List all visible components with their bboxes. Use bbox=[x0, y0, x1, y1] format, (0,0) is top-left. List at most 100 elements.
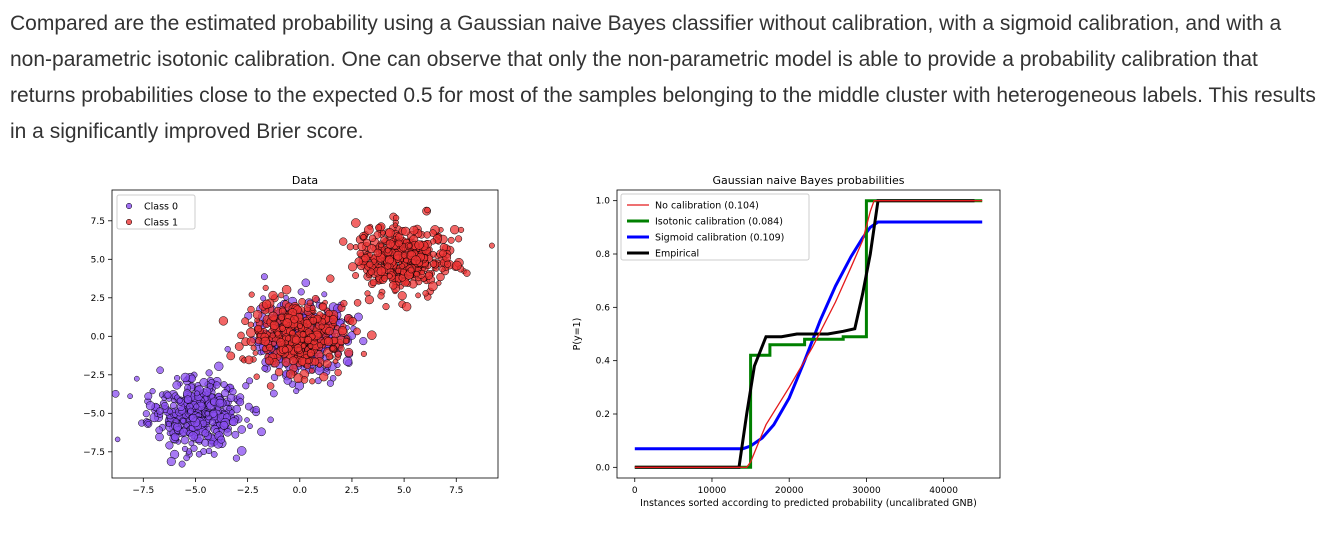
data-point bbox=[244, 355, 254, 365]
data-point bbox=[382, 303, 390, 311]
legend-label: Empirical bbox=[655, 249, 699, 260]
data-point bbox=[166, 408, 173, 415]
data-point bbox=[340, 299, 348, 307]
data-point bbox=[215, 398, 225, 408]
data-point bbox=[400, 252, 408, 259]
data-point bbox=[173, 422, 182, 432]
data-point bbox=[399, 263, 406, 270]
data-point bbox=[223, 428, 232, 437]
legend: No calibration (0.104) Isotonic calibrati… bbox=[620, 193, 810, 261]
data-point bbox=[112, 389, 120, 398]
data-point bbox=[231, 430, 240, 439]
data-point bbox=[156, 407, 164, 415]
data-point bbox=[226, 351, 236, 361]
data-point bbox=[392, 214, 400, 222]
data-point bbox=[380, 236, 388, 244]
data-point bbox=[439, 266, 446, 273]
data-point bbox=[447, 236, 455, 244]
data-point bbox=[155, 432, 164, 442]
data-point bbox=[346, 243, 354, 251]
x-axis-label: Instances sorted according to predicted … bbox=[640, 498, 977, 509]
data-point bbox=[274, 368, 284, 377]
data-point bbox=[172, 380, 182, 390]
data-point bbox=[368, 234, 377, 242]
data-point bbox=[201, 438, 210, 447]
data-point bbox=[422, 290, 429, 297]
y-tick-label: −2.5 bbox=[83, 371, 105, 381]
data-point bbox=[247, 305, 255, 314]
data-point bbox=[224, 346, 231, 353]
data-point bbox=[389, 281, 398, 290]
data-point bbox=[430, 238, 437, 245]
data-point bbox=[326, 379, 334, 387]
data-point bbox=[413, 270, 420, 278]
data-point bbox=[339, 237, 348, 246]
series-line bbox=[634, 199, 983, 469]
data-point bbox=[209, 418, 216, 426]
data-point bbox=[328, 315, 338, 324]
data-point bbox=[220, 381, 228, 389]
data-point bbox=[463, 269, 471, 277]
y-tick-label: 5.0 bbox=[91, 255, 106, 265]
legend-box bbox=[620, 193, 810, 261]
data-point bbox=[281, 346, 289, 354]
data-point bbox=[262, 284, 269, 291]
data-point bbox=[409, 225, 419, 235]
data-point bbox=[144, 392, 153, 401]
data-point bbox=[309, 378, 316, 385]
data-point bbox=[248, 291, 255, 298]
data-point bbox=[444, 260, 452, 268]
data-point bbox=[234, 342, 244, 351]
data-point bbox=[99, 424, 107, 432]
legend-label: Class 0 bbox=[144, 202, 178, 213]
data-point bbox=[210, 451, 218, 458]
data-point bbox=[283, 294, 289, 301]
data-point bbox=[268, 290, 278, 301]
data-point bbox=[219, 421, 229, 430]
data-point bbox=[348, 317, 357, 326]
data-point bbox=[308, 367, 315, 374]
data-point bbox=[183, 454, 190, 462]
data-point bbox=[321, 291, 328, 298]
data-point bbox=[367, 268, 375, 276]
data-point bbox=[291, 335, 301, 345]
data-point bbox=[269, 320, 280, 330]
data-point bbox=[246, 377, 254, 385]
x-tick-label: −7.5 bbox=[132, 486, 154, 496]
data-point bbox=[306, 349, 315, 358]
x-tick-label: 40000 bbox=[929, 486, 958, 496]
data-point bbox=[199, 378, 209, 387]
y-tick-label: 7.5 bbox=[91, 217, 105, 227]
x-tick-label: 2.5 bbox=[345, 486, 359, 496]
data-point bbox=[149, 388, 156, 395]
plot-frame bbox=[111, 189, 499, 479]
data-point bbox=[193, 403, 200, 410]
data-scatter-figure: Data −7.5 −5.0 −2.5 0.0 2.5 5.0 7.5 −7.5 −5.0 −2.5… bbox=[60, 168, 510, 528]
data-point bbox=[300, 376, 309, 384]
data-point bbox=[269, 332, 276, 339]
x-tick-label: −2.5 bbox=[237, 486, 259, 496]
data-point bbox=[165, 421, 172, 427]
data-point bbox=[298, 298, 306, 306]
data-point bbox=[188, 431, 198, 442]
data-point bbox=[178, 460, 186, 468]
legend-label: Class 1 bbox=[144, 218, 178, 229]
data-point bbox=[411, 255, 421, 266]
data-point bbox=[299, 331, 307, 338]
data-point bbox=[180, 372, 190, 383]
data-point bbox=[385, 239, 395, 249]
y-tick-label: 0.0 bbox=[596, 463, 611, 473]
data-point bbox=[427, 281, 438, 292]
legend-marker bbox=[125, 218, 133, 226]
data-point bbox=[381, 275, 389, 282]
data-point bbox=[205, 447, 213, 455]
data-point bbox=[325, 326, 334, 336]
data-point bbox=[181, 445, 189, 452]
data-point bbox=[367, 330, 377, 340]
data-point bbox=[375, 224, 383, 232]
data-point bbox=[488, 242, 495, 249]
data-point bbox=[395, 239, 403, 248]
data-point bbox=[306, 299, 314, 306]
data-point bbox=[297, 288, 305, 296]
data-point bbox=[229, 417, 239, 427]
